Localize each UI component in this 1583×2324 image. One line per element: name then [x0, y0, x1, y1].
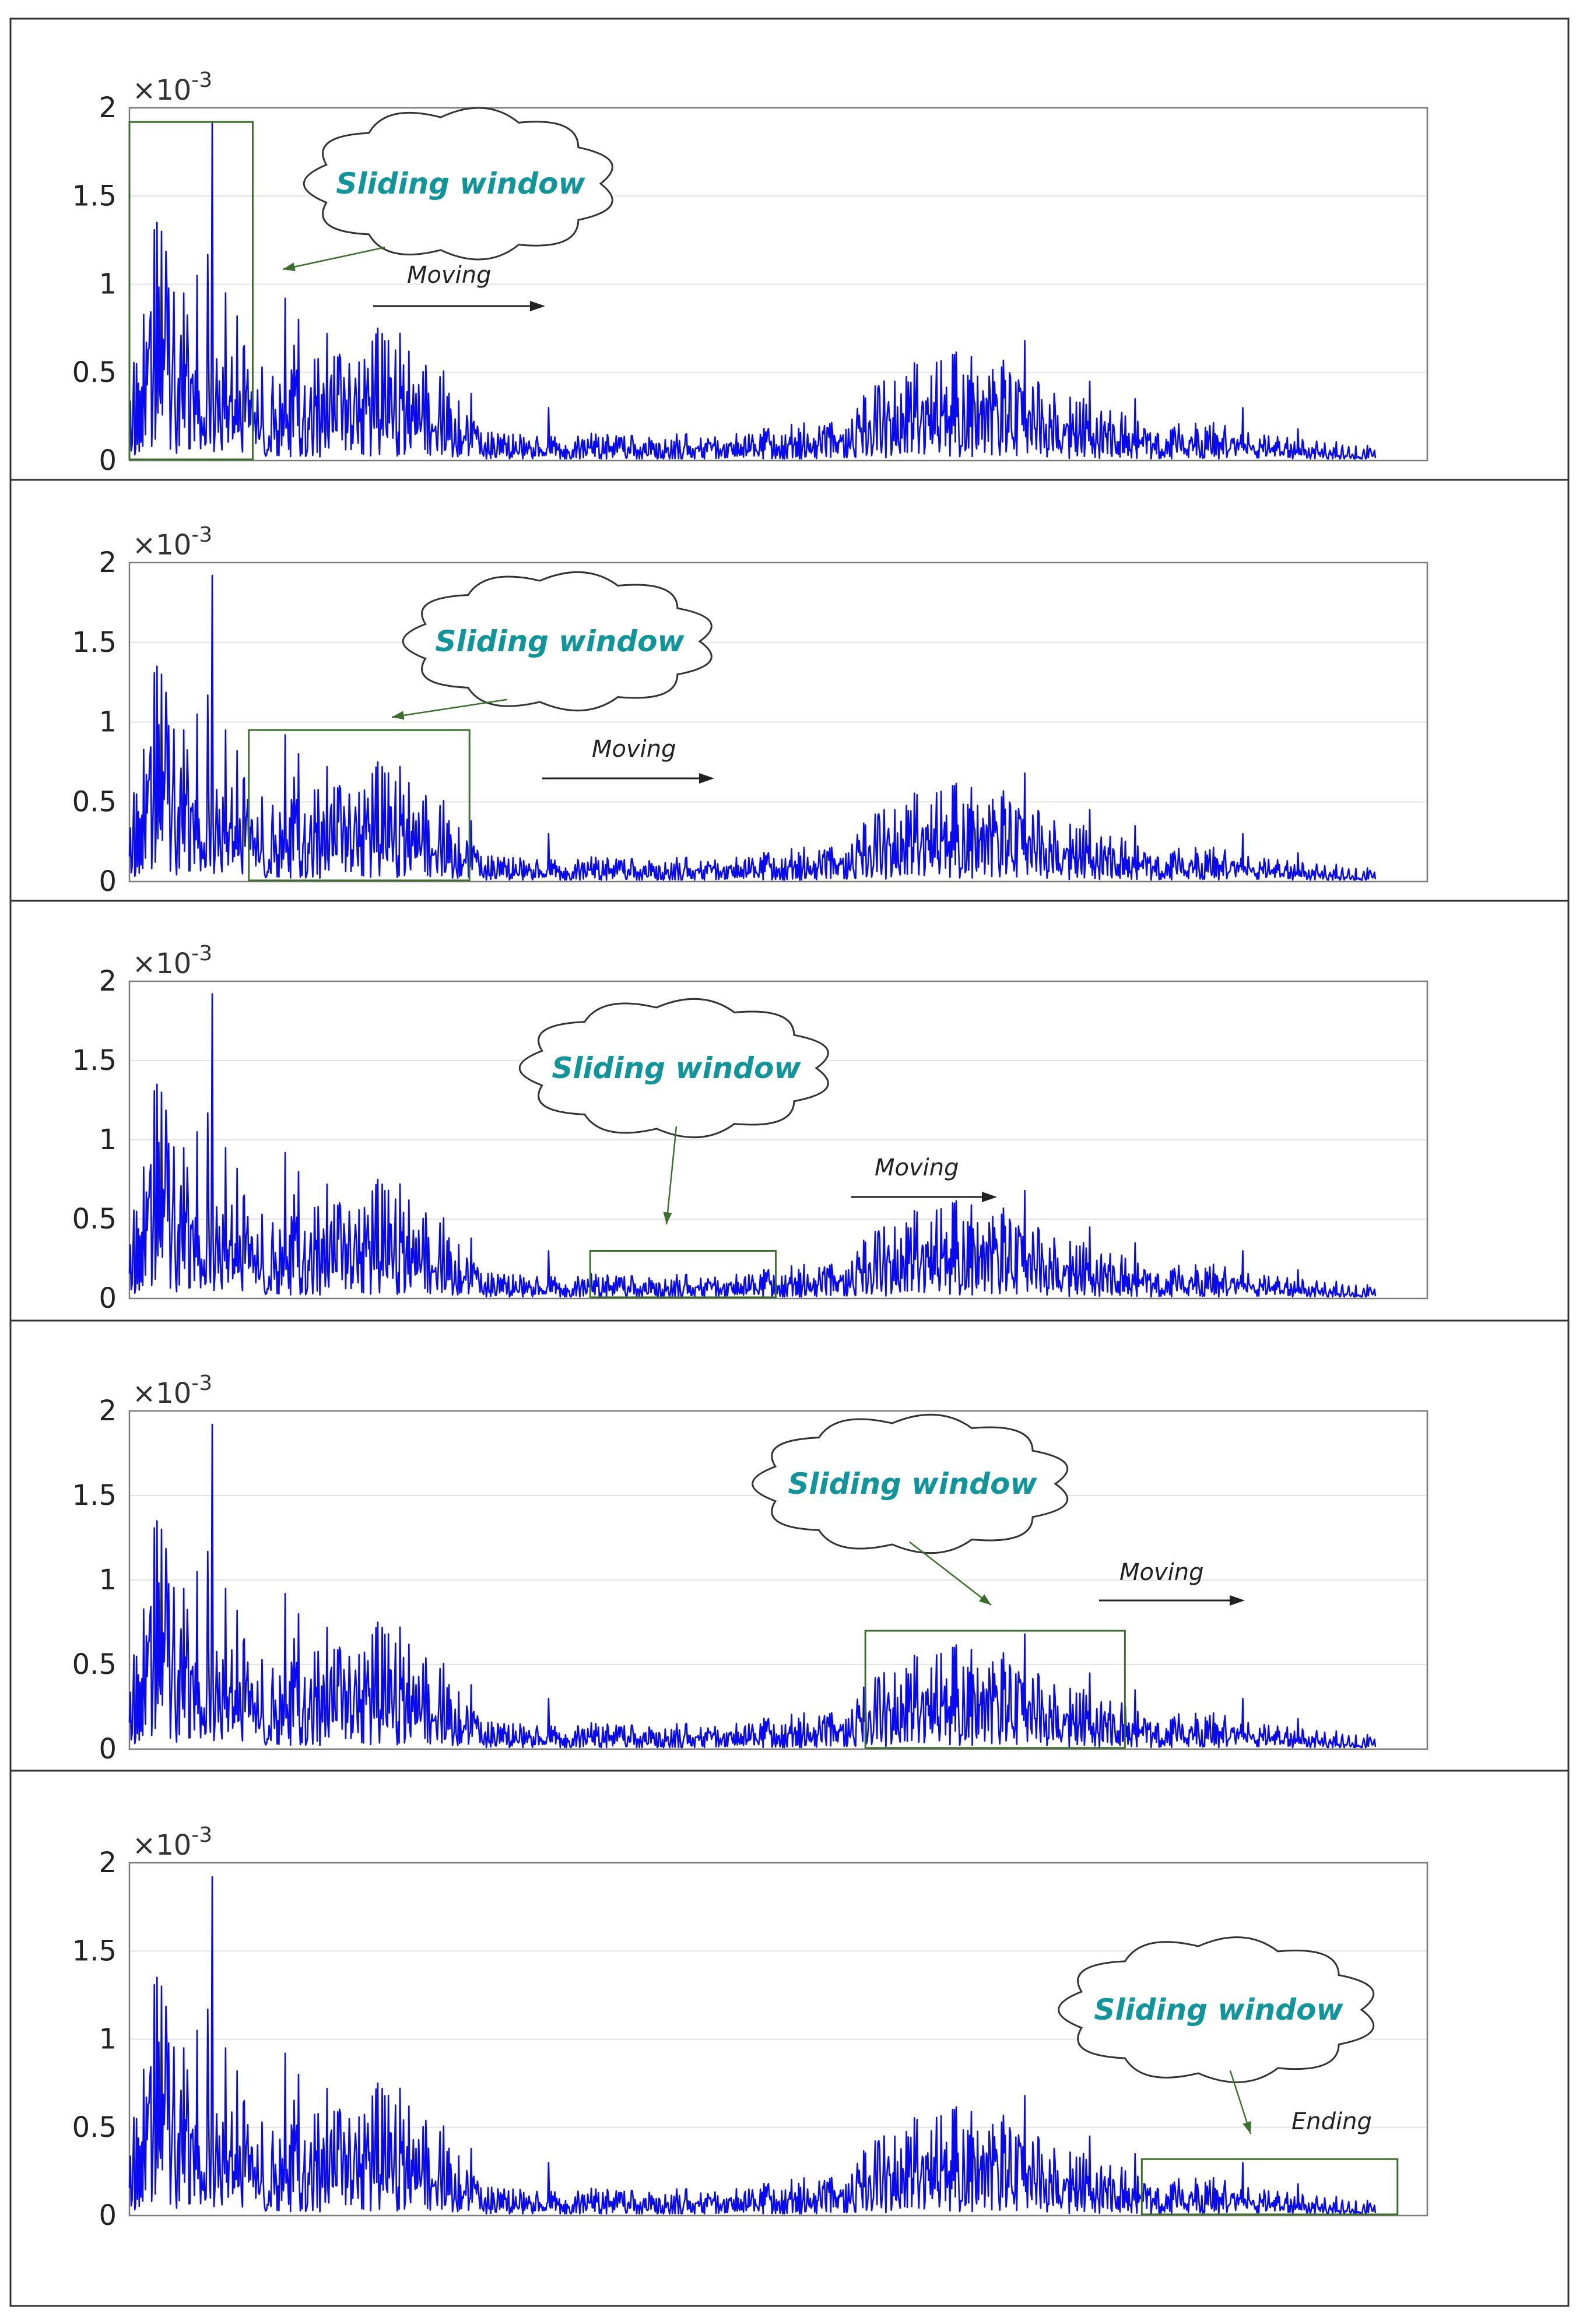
cloud-callout: Sliding window [1058, 1936, 1375, 2083]
pointer-line [391, 698, 508, 718]
y-tick-label: 1 [99, 2023, 117, 2056]
pointer-line [665, 1126, 678, 1225]
chart-panel-2: 0 0.5 1 1.5 2 ×10-3 Sliding window Moving [10, 479, 1568, 898]
axes-box [128, 1410, 1428, 1750]
signal-line [128, 993, 1377, 1298]
figure-border [9, 17, 1570, 2307]
moving-label: Moving [1119, 1559, 1204, 1586]
sliding-window-box [1140, 2158, 1399, 2216]
moving-label: Moving [875, 1154, 959, 1181]
signal-line [128, 1876, 1377, 2215]
chart-panel-4: 0 0.5 1 1.5 2 ×10-3 Sliding window Moving [10, 1319, 1568, 1765]
y-tick-label: 1.5 [72, 1479, 117, 1512]
axes-box [128, 561, 1428, 883]
cloud-callout: Sliding window [303, 107, 613, 261]
cloud-callout: Sliding window [752, 1413, 1069, 1554]
cloud-shape [1058, 1936, 1375, 2083]
axis-multiplier-exponent: -3 [191, 68, 212, 92]
y-tick-label: 2 [99, 1846, 117, 1879]
cloud-label: Sliding window [435, 624, 685, 658]
moving-label: Moving [592, 736, 676, 763]
y-tick-label: 0 [99, 2199, 117, 2232]
pointer-line [282, 247, 385, 271]
y-tick-label: 0.5 [72, 1648, 117, 1681]
cloud-shape [303, 107, 613, 261]
pointer-arrowhead [283, 262, 296, 272]
y-tick-label: 2 [99, 92, 117, 124]
signal-line [128, 1423, 1377, 1749]
ending-label: Ending [1291, 2108, 1372, 2135]
y-tick-label: 2 [99, 1395, 117, 1427]
cloud-label: Sliding window [336, 167, 585, 201]
cloud-shape [752, 1413, 1069, 1554]
y-tick-label: 0.5 [72, 785, 117, 818]
sliding-window-box [248, 729, 471, 882]
y-tick-label: 0.5 [72, 1203, 117, 1235]
moving-arrowhead [1230, 1595, 1245, 1606]
moving-arrowhead [699, 773, 714, 784]
sliding-window-box [128, 121, 254, 461]
y-tick-label: 1 [99, 1124, 117, 1156]
y-tick-label: 1.5 [72, 180, 117, 212]
axis-multiplier-base: ×10 [132, 1829, 191, 1862]
axis-multiplier-base: ×10 [132, 74, 191, 107]
y-tick-label: 0 [99, 444, 117, 477]
y-tick-label: 2 [99, 965, 117, 998]
chart-panel-3: 0 0.5 1 1.5 2 ×10-3 Sliding window Moving [10, 900, 1568, 1315]
sliding-window-box [589, 1249, 777, 1298]
signal-line [128, 574, 1377, 881]
axis-multiplier-exponent: -3 [191, 1371, 212, 1395]
y-tick-label: 1.5 [72, 626, 117, 659]
y-tick-label: 2 [99, 546, 117, 579]
pointer-line [909, 1541, 992, 1606]
y-tick-label: 1.5 [72, 1935, 117, 1967]
moving-arrowhead [982, 1192, 997, 1202]
axis-multiplier: ×10-3 [132, 942, 212, 980]
signal-line [128, 121, 1377, 460]
axis-multiplier: ×10-3 [132, 1371, 212, 1410]
axis-multiplier-exponent: -3 [191, 1823, 212, 1847]
axis-multiplier: ×10-3 [132, 523, 212, 561]
cloud-callout: Sliding window [402, 571, 712, 712]
cloud-label: Sliding window [788, 1467, 1037, 1501]
cloud-shape [402, 571, 712, 712]
sliding-window-box [864, 1630, 1126, 1749]
axis-multiplier-base: ×10 [132, 529, 191, 561]
axis-multiplier-base: ×10 [132, 947, 191, 980]
pointer-arrowhead [663, 1212, 672, 1224]
chart-panel-5: 0 0.5 1 1.5 2 ×10-3 Sliding window Ending [10, 1770, 1568, 2232]
pointer-arrowhead [979, 1594, 991, 1605]
cloud-callout: Sliding window [518, 998, 829, 1139]
axis-multiplier-exponent: -3 [191, 523, 212, 547]
y-tick-label: 0.5 [72, 2111, 117, 2144]
axis-multiplier-base: ×10 [132, 1377, 191, 1410]
cloud-label: Sliding window [1094, 1993, 1343, 2027]
cloud-shape [518, 998, 829, 1139]
y-tick-label: 1 [99, 706, 117, 739]
axis-multiplier-exponent: -3 [191, 942, 212, 966]
y-tick-label: 1 [99, 1564, 117, 1596]
y-tick-label: 0 [99, 865, 117, 898]
axis-multiplier: ×10-3 [132, 68, 212, 107]
y-tick-label: 0.5 [72, 356, 117, 389]
axes-box [128, 1862, 1428, 2217]
chart-panel-1: 0 0.5 1 1.5 2 ×10-3 Sliding window Moving [72, 68, 1428, 477]
moving-arrowhead [530, 301, 545, 311]
cloud-label: Sliding window [552, 1051, 801, 1085]
pointer-arrowhead [392, 711, 405, 720]
moving-label: Moving [407, 262, 492, 289]
pointer-arrowhead [1242, 2121, 1251, 2134]
y-tick-label: 0 [99, 1282, 117, 1315]
y-tick-label: 1 [99, 268, 117, 301]
axis-multiplier: ×10-3 [132, 1823, 212, 1862]
y-tick-label: 0 [99, 1733, 117, 1765]
axes-box [128, 980, 1428, 1300]
y-tick-label: 1.5 [72, 1044, 117, 1077]
